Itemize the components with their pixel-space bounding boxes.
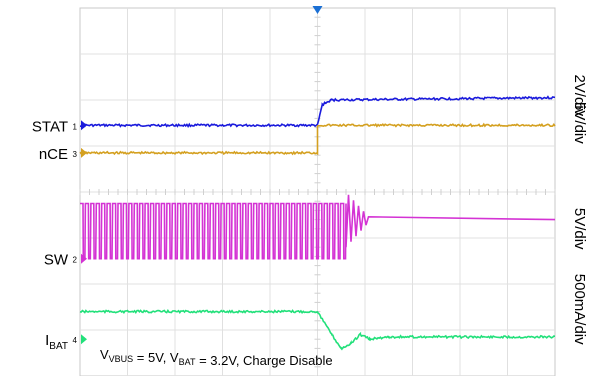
trace-ibat	[79, 309, 556, 351]
channel-marker-number: 1	[73, 122, 78, 131]
plot-traces	[79, 95, 556, 351]
channel-ref-marker	[81, 253, 87, 264]
channel-marker-number: 3	[73, 150, 78, 159]
channel-ref-marker	[81, 334, 87, 345]
plot-labels: 1 STAT 2V/div 3 nCE 5V/div 2 SW 5V/div 4 IBAT 500mA…	[32, 74, 588, 352]
channel-marker-number: 2	[73, 256, 78, 265]
channel-scale-nce: 5V/div	[571, 102, 588, 144]
channel-scale-stat: 2V/div	[571, 74, 588, 116]
channel-scale-ibat: 500mA/div	[571, 274, 588, 345]
trace-stat	[80, 95, 556, 128]
channel-label-nce: nCE	[39, 146, 68, 163]
channel-label-ibat: IBAT	[45, 332, 68, 352]
trace-nce	[79, 122, 556, 156]
plot-grid	[79, 6, 556, 376]
chart-annotation: VVBUS = 5V, VBAT = 3.2V, Charge Disable	[100, 347, 333, 368]
trace-sw	[80, 194, 556, 260]
channel-label-stat: STAT	[32, 118, 68, 135]
channel-ref-marker	[81, 147, 87, 158]
channel-marker-number: 4	[73, 336, 78, 345]
channel-ref-marker	[81, 120, 87, 131]
channel-scale-sw: 5V/div	[571, 208, 588, 250]
channel-label-sw: SW	[44, 252, 69, 269]
trigger-marker	[312, 6, 323, 14]
